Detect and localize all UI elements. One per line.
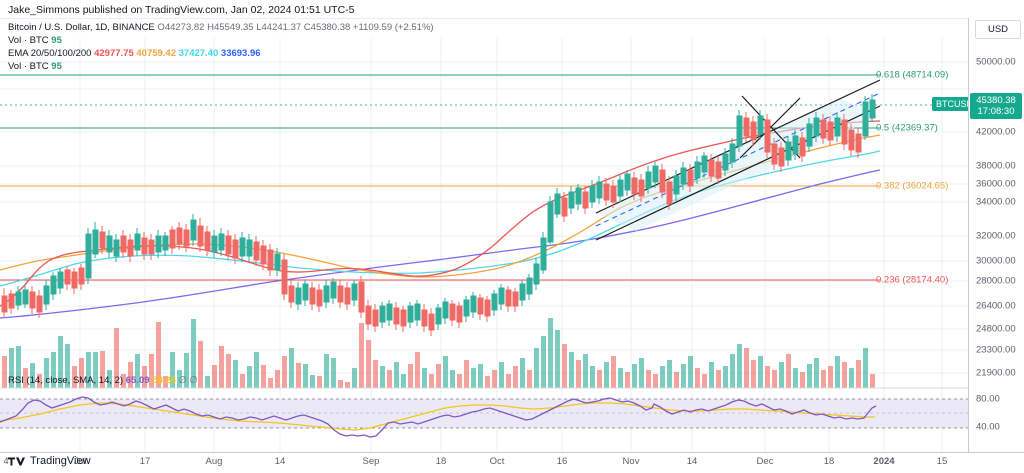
price-tick: 28000.00 (976, 275, 1016, 287)
time-tick: Dec (756, 456, 774, 467)
legend-low-value: 44241.37 (261, 22, 302, 33)
legend-rsi-row[interactable]: RSI (14, close, SMA, 14, 2) 65.09 58.26 … (8, 375, 198, 386)
time-axis[interactable]: 4 Jul 17 Aug 14 Sep 18 Oct 16 Nov 14 Dec… (0, 452, 1024, 473)
current-price-time: 17:08:30 (977, 106, 1015, 117)
time-tick: 15 (936, 456, 948, 467)
rsi-line (0, 396, 877, 438)
legend-ema50-value: 40759.42 (136, 48, 176, 59)
time-tick: Jul (73, 456, 87, 467)
legend-volume-label-2: Vol · BTC (8, 61, 49, 72)
legend-volume-row-2[interactable]: Vol · BTC 95 (8, 61, 62, 72)
volume-histogram (2, 318, 875, 388)
horizontal-gridlines (0, 61, 968, 374)
price-tick: 24800.00 (976, 323, 1016, 335)
price-plot-area[interactable]: Bitcoin / U.S. Dollar, 1D, BINANCE O4427… (0, 18, 968, 452)
price-tick: 32000.00 (976, 230, 1016, 242)
legend-change: +1109.59 (+2.51%) (352, 22, 434, 33)
legend-volume-row[interactable]: Vol · BTC 95 (8, 35, 62, 46)
price-scale[interactable]: USD 50000.00 42000.00 38000.00 36000.00 … (968, 18, 1024, 452)
ema20-line (0, 120, 881, 307)
time-tick: Aug (205, 456, 223, 467)
price-tick: 26400.00 (976, 300, 1016, 312)
time-tick: 14 (274, 456, 286, 467)
fib-label-0618: 0.618 (48714.09) (876, 69, 949, 81)
rsi-tick: 40.00 (976, 421, 1000, 433)
current-price-tag[interactable]: 45380.38 17:08:30 (970, 93, 1022, 119)
time-tick: Nov (622, 456, 640, 467)
legend-low-label: L (256, 22, 262, 33)
time-tick: 18 (823, 456, 835, 467)
circle-slash-icon[interactable]: ∅ (178, 375, 187, 386)
time-tick: 17 (139, 456, 151, 467)
footer-brand[interactable]: TradingView (8, 455, 91, 467)
symbol-price-tag[interactable]: BTCUSD (932, 97, 968, 111)
price-tick: 34000.00 (976, 196, 1016, 208)
legend-volume-label: Vol · BTC (8, 35, 49, 46)
time-tick: 4 (3, 456, 9, 467)
legend-open-value: 44273.82 (164, 22, 205, 33)
price-tick: 38000.00 (976, 160, 1016, 172)
tradingview-logo-icon (8, 457, 25, 465)
time-tick: 14 (686, 456, 698, 467)
legend-close-label: C (303, 22, 311, 33)
tradingview-wordmark: TradingView (30, 455, 91, 467)
rsi-tick: 80.00 (976, 393, 1000, 405)
rsi-pane (0, 396, 968, 438)
price-tick: 21900.00 (976, 367, 1016, 379)
legend-ema100-value: 37427.40 (178, 48, 219, 59)
time-tick: Sep (362, 456, 380, 467)
circle-slash-icon-2[interactable]: ∅ (189, 375, 198, 386)
price-tick: 50000.00 (976, 56, 1016, 68)
legend-volume-value-2: 95 (51, 61, 62, 72)
legend-high-label: H (207, 22, 214, 33)
legend-rsi-label: RSI (14, close, SMA, 14, 2) (8, 375, 124, 386)
legend-ema20-value: 42977.75 (94, 48, 134, 59)
legend-ema-label: EMA 20/50/100/200 (8, 48, 92, 59)
channel-midline (595, 92, 881, 227)
legend-open-label: O (157, 22, 165, 33)
chart-frame: Bitcoin / U.S. Dollar, 1D, BINANCE O4427… (0, 18, 1024, 452)
time-tick: Oct (489, 456, 505, 467)
legend-ema200-value: 33693.96 (220, 48, 261, 59)
time-tick: 16 (556, 456, 568, 467)
price-tick: 30000.00 (976, 255, 1016, 267)
fib-label-05: 0.5 (42369.37) (876, 122, 938, 134)
legend-symbol-row[interactable]: Bitcoin / U.S. Dollar, 1D, BINANCE O4427… (8, 22, 434, 33)
price-tick: 36000.00 (976, 178, 1016, 190)
legend-close-value: 45380.38 (310, 22, 351, 33)
time-tick: 2024 (873, 456, 895, 467)
fib-label-0382: 0.382 (36024.65) (876, 180, 949, 192)
publication-line: Jake_Simmons published on TradingView.co… (8, 4, 355, 16)
current-price-value: 45380.38 (976, 95, 1016, 106)
ema200-line (0, 169, 881, 319)
ema100-line (0, 150, 881, 287)
time-tick: 18 (435, 456, 447, 467)
legend-ema-row[interactable]: EMA 20/50/100/200 42977.75 40759.42 3742… (8, 48, 261, 59)
legend-volume-value: 95 (51, 35, 62, 46)
fib-label-0236: 0.236 (28174.40) (876, 274, 949, 286)
price-tick: 42000.00 (976, 126, 1016, 138)
chart-canvas (0, 18, 968, 452)
price-scale-currency[interactable]: USD (975, 20, 1021, 39)
rsi-sma-line (0, 402, 875, 431)
price-tick: 23300.00 (976, 344, 1016, 356)
legend-symbol-label: Bitcoin / U.S. Dollar, 1D, BINANCE (8, 22, 155, 33)
candlestick-series (1, 94, 876, 336)
legend-rsi-value: 65.09 (125, 375, 150, 386)
legend-high-value: 45549.35 (213, 22, 254, 33)
legend-rsi-sma-value: 58.26 (152, 375, 176, 386)
